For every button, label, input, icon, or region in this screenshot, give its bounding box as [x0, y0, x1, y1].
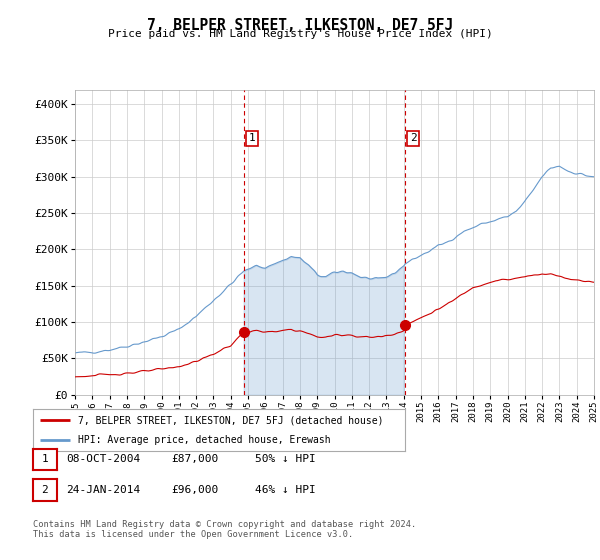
Text: 46% ↓ HPI: 46% ↓ HPI: [255, 485, 316, 495]
Text: 50% ↓ HPI: 50% ↓ HPI: [255, 454, 316, 464]
Text: 1: 1: [41, 454, 49, 464]
Text: 1: 1: [249, 133, 256, 143]
Text: Contains HM Land Registry data © Crown copyright and database right 2024.
This d: Contains HM Land Registry data © Crown c…: [33, 520, 416, 539]
Text: 7, BELPER STREET, ILKESTON, DE7 5FJ (detached house): 7, BELPER STREET, ILKESTON, DE7 5FJ (det…: [77, 415, 383, 425]
Text: £96,000: £96,000: [171, 485, 218, 495]
Text: Price paid vs. HM Land Registry's House Price Index (HPI): Price paid vs. HM Land Registry's House …: [107, 29, 493, 39]
Text: 2: 2: [410, 133, 416, 143]
Text: 7, BELPER STREET, ILKESTON, DE7 5FJ: 7, BELPER STREET, ILKESTON, DE7 5FJ: [147, 18, 453, 33]
Text: HPI: Average price, detached house, Erewash: HPI: Average price, detached house, Erew…: [77, 435, 330, 445]
Text: 2: 2: [41, 485, 49, 495]
Text: 24-JAN-2014: 24-JAN-2014: [66, 485, 140, 495]
Text: £87,000: £87,000: [171, 454, 218, 464]
Text: 08-OCT-2004: 08-OCT-2004: [66, 454, 140, 464]
